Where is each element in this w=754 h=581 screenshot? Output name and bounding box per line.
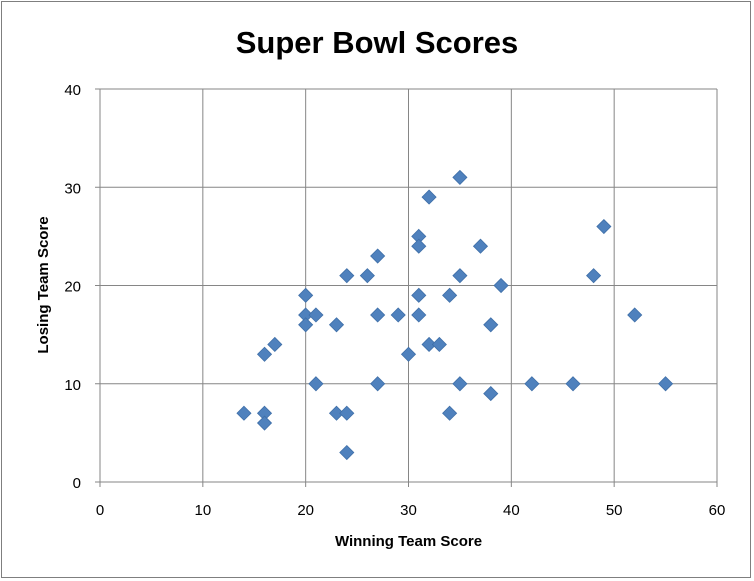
data-point: [483, 386, 499, 402]
data-point: [267, 336, 283, 353]
data-point: [421, 336, 437, 353]
x-tick-label: 50: [606, 502, 623, 519]
data-point: [256, 346, 273, 362]
data-point: [298, 287, 314, 303]
data-point: [390, 307, 406, 323]
data-points: [236, 169, 674, 461]
x-tick-label: 40: [503, 502, 520, 519]
data-point: [452, 169, 468, 185]
data-point: [472, 238, 489, 254]
data-point: [339, 268, 355, 284]
x-tick-label: 10: [194, 502, 211, 519]
x-tick-label: 0: [96, 502, 104, 519]
data-point: [400, 346, 417, 362]
data-point: [256, 415, 273, 431]
y-tick-label: 40: [64, 82, 81, 99]
data-point: [421, 189, 437, 205]
y-axis-title: Losing Team Score: [35, 216, 52, 353]
data-point: [596, 218, 612, 235]
data-point: [411, 307, 427, 323]
data-point: [493, 277, 509, 294]
data-point: [236, 405, 252, 421]
data-point: [452, 376, 468, 392]
data-point: [442, 287, 458, 303]
data-point: [298, 317, 314, 333]
data-point: [411, 238, 427, 254]
y-tick-label: 20: [64, 279, 81, 296]
y-tick-label: 30: [64, 180, 81, 197]
x-axis-title: Winning Team Score: [335, 533, 482, 550]
data-point: [411, 287, 427, 303]
data-point: [339, 405, 355, 421]
x-tick-labels: 0 10 20 30 40 50 60: [96, 502, 726, 519]
x-tick-label: 30: [400, 502, 417, 519]
data-point: [627, 307, 643, 323]
data-point: [370, 248, 386, 264]
data-point: [328, 405, 345, 421]
data-point: [308, 307, 324, 323]
data-point: [483, 317, 499, 333]
data-point: [328, 317, 345, 333]
y-tick-label: 0: [73, 475, 81, 492]
data-point: [452, 268, 468, 284]
data-point: [308, 376, 324, 392]
x-tick-label: 60: [709, 502, 726, 519]
y-tick-labels: 0 10 20 30 40: [64, 82, 81, 492]
data-point: [442, 405, 458, 421]
data-point: [370, 376, 386, 392]
data-point: [339, 444, 355, 461]
axes: [95, 88, 718, 487]
data-point: [524, 376, 540, 392]
y-tick-label: 10: [64, 377, 81, 394]
chart-title: Super Bowl Scores: [236, 25, 519, 60]
data-point: [359, 268, 375, 284]
data-point: [658, 376, 674, 392]
data-point: [565, 376, 581, 392]
x-tick-label: 20: [297, 502, 314, 519]
data-point: [431, 336, 447, 353]
data-point: [370, 307, 386, 323]
gridlines: [100, 88, 718, 482]
data-point: [586, 268, 602, 284]
